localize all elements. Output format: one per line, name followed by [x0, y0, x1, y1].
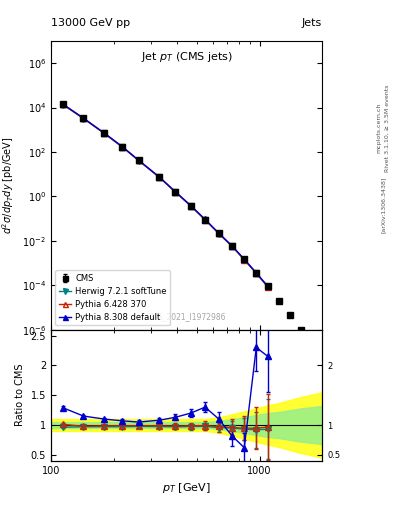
- Pythia 6.428 370: [136, 157, 141, 163]
- Pythia 8.308 default: [203, 216, 208, 222]
- Pythia 6.428 370: [230, 243, 234, 249]
- Pythia 6.428 370: [266, 284, 270, 290]
- Herwig 7.2.1 softTune: [254, 270, 259, 276]
- Herwig 7.2.1 softTune: [203, 217, 208, 223]
- Pythia 6.428 370: [120, 144, 125, 150]
- Herwig 7.2.1 softTune: [120, 144, 125, 150]
- Pythia 6.428 370: [217, 230, 221, 237]
- Pythia 8.308 default: [254, 270, 259, 276]
- Herwig 7.2.1 softTune: [81, 116, 86, 122]
- Text: CMS_2021_I1972986: CMS_2021_I1972986: [147, 312, 226, 321]
- Text: 13000 GeV pp: 13000 GeV pp: [51, 18, 130, 28]
- Herwig 7.2.1 softTune: [173, 189, 178, 195]
- Pythia 6.428 370: [203, 217, 208, 223]
- Legend: CMS, Herwig 7.2.1 softTune, Pythia 6.428 370, Pythia 8.308 default: CMS, Herwig 7.2.1 softTune, Pythia 6.428…: [55, 270, 170, 326]
- Pythia 8.308 default: [242, 256, 247, 262]
- Y-axis label: $d^2\sigma/dp_Tdy$ [pb/GeV]: $d^2\sigma/dp_Tdy$ [pb/GeV]: [1, 136, 17, 234]
- Herwig 7.2.1 softTune: [188, 203, 193, 209]
- Text: Rivet 3.1.10, ≥ 3.5M events: Rivet 3.1.10, ≥ 3.5M events: [385, 84, 389, 172]
- Pythia 8.308 default: [230, 243, 234, 249]
- Herwig 7.2.1 softTune: [266, 284, 270, 290]
- Pythia 8.308 default: [136, 157, 141, 163]
- Text: Jets: Jets: [302, 18, 322, 28]
- Herwig 7.2.1 softTune: [217, 230, 221, 237]
- Pythia 6.428 370: [157, 174, 162, 180]
- Pythia 8.308 default: [157, 174, 162, 180]
- Pythia 6.428 370: [81, 115, 86, 121]
- Pythia 8.308 default: [120, 144, 125, 150]
- Pythia 8.308 default: [81, 115, 86, 121]
- Text: [arXiv:1306.3438]: [arXiv:1306.3438]: [381, 177, 386, 233]
- Text: Jet $p_T$ (CMS jets): Jet $p_T$ (CMS jets): [141, 50, 233, 63]
- Pythia 6.428 370: [254, 270, 259, 276]
- Herwig 7.2.1 softTune: [136, 158, 141, 164]
- Text: mcplots.cern.ch: mcplots.cern.ch: [377, 103, 382, 153]
- Line: Herwig 7.2.1 softTune: Herwig 7.2.1 softTune: [60, 102, 271, 290]
- Pythia 6.428 370: [188, 203, 193, 209]
- Pythia 6.428 370: [61, 101, 65, 108]
- Line: Pythia 8.308 default: Pythia 8.308 default: [60, 101, 271, 289]
- Pythia 6.428 370: [242, 257, 247, 263]
- Herwig 7.2.1 softTune: [61, 101, 65, 108]
- X-axis label: $p_T$ [GeV]: $p_T$ [GeV]: [162, 481, 211, 495]
- Pythia 8.308 default: [188, 203, 193, 209]
- Herwig 7.2.1 softTune: [102, 131, 107, 137]
- Pythia 8.308 default: [266, 283, 270, 289]
- Pythia 8.308 default: [102, 130, 107, 136]
- Herwig 7.2.1 softTune: [157, 174, 162, 180]
- Pythia 8.308 default: [61, 101, 65, 107]
- Pythia 8.308 default: [173, 188, 178, 195]
- Herwig 7.2.1 softTune: [230, 243, 234, 249]
- Pythia 6.428 370: [102, 130, 107, 136]
- Line: Pythia 6.428 370: Pythia 6.428 370: [60, 102, 271, 290]
- Pythia 6.428 370: [173, 189, 178, 195]
- Herwig 7.2.1 softTune: [242, 257, 247, 263]
- Y-axis label: Ratio to CMS: Ratio to CMS: [15, 364, 25, 426]
- Pythia 8.308 default: [217, 230, 221, 236]
